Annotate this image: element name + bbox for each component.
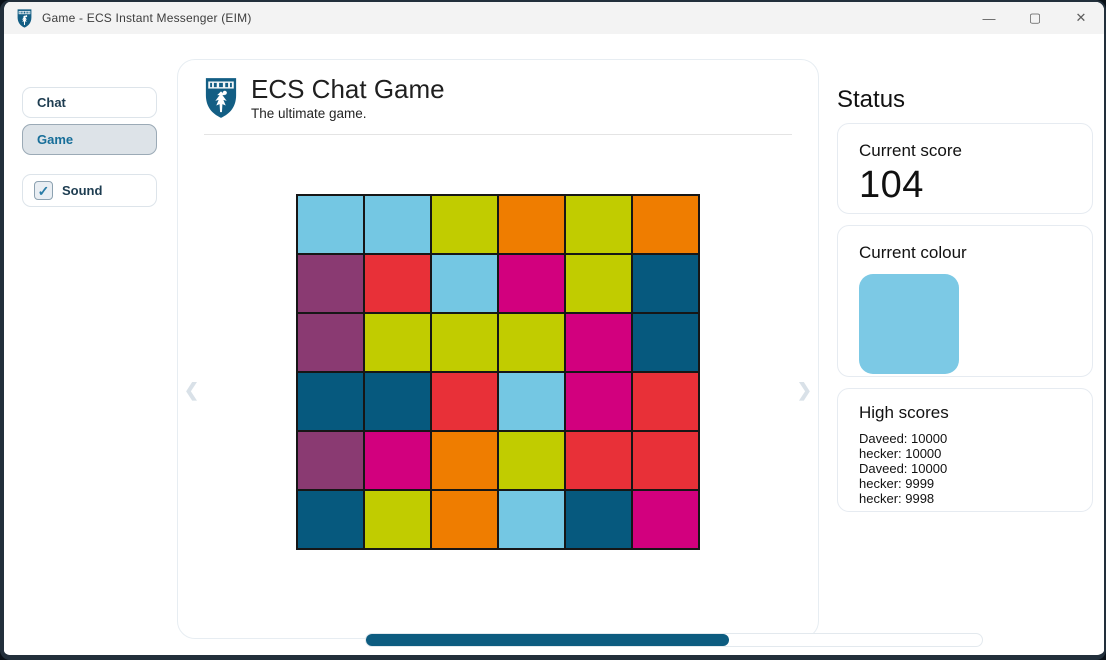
grid-tile-orange[interactable] — [432, 491, 497, 548]
game-panel: ECS Chat Game The ultimate game. ❮ ❯ — [177, 59, 983, 647]
header-divider — [204, 133, 792, 135]
grid-tile-lime[interactable] — [499, 314, 564, 371]
current-score-value: 104 — [859, 164, 924, 206]
grid-tile-magenta[interactable] — [633, 491, 698, 548]
window-title: Game - ECS Instant Messenger (EIM) — [42, 11, 252, 25]
chevron-left-icon[interactable]: ❮ — [184, 380, 200, 400]
grid-tile-teal[interactable] — [633, 255, 698, 312]
grid-tile-lime[interactable] — [365, 314, 430, 371]
high-score-entry: hecker: 9998 — [859, 491, 935, 506]
grid-tile-sky[interactable] — [365, 196, 430, 253]
sound-label: Sound — [62, 183, 103, 198]
grid-tile-red[interactable] — [633, 432, 698, 489]
game-subtitle: The ultimate game. — [251, 105, 367, 121]
grid-tile-teal[interactable] — [365, 373, 430, 430]
high-scores-label: High scores — [859, 403, 949, 422]
grid-tile-magenta[interactable] — [566, 373, 631, 430]
high-score-entry: Daveed: 10000 — [859, 461, 948, 476]
game-title: ECS Chat Game — [251, 74, 445, 104]
sidebar-tab-chat[interactable]: Chat — [22, 87, 157, 118]
grid-tile-orange[interactable] — [499, 196, 564, 253]
high-scores-card: High scores Daveed: 10000 hecker: 10000 Da… — [837, 388, 1093, 512]
grid-tile-red[interactable] — [633, 373, 698, 430]
sound-checkbox[interactable]: ✓ — [34, 181, 53, 200]
grid-tile-red[interactable] — [432, 373, 497, 430]
grid-tile-purple[interactable] — [298, 314, 363, 371]
current-colour-card: Current colour — [837, 225, 1093, 377]
minimize-button[interactable]: — — [982, 10, 996, 26]
game-board-area: ❮ ❯ — [178, 166, 818, 592]
chevron-right-icon[interactable]: ❯ — [796, 380, 812, 400]
game-grid — [296, 194, 700, 550]
grid-tile-teal[interactable] — [298, 491, 363, 548]
grid-tile-lime[interactable] — [566, 255, 631, 312]
sidebar-tab-game[interactable]: Game — [22, 124, 157, 155]
grid-tile-teal[interactable] — [566, 491, 631, 548]
status-heading: Status — [837, 86, 906, 113]
grid-tile-teal[interactable] — [298, 373, 363, 430]
grid-tile-sky[interactable] — [499, 491, 564, 548]
grid-tile-magenta[interactable] — [499, 255, 564, 312]
content-area: Chat Game ✓ Sound ECS Chat Game The ulti… — [4, 34, 1104, 655]
grid-tile-orange[interactable] — [432, 432, 497, 489]
grid-tile-red[interactable] — [365, 255, 430, 312]
ecs-shield-logo — [204, 77, 238, 119]
window-controls: — ▢ ✕ — [966, 2, 1104, 34]
current-score-card: Current score 104 — [837, 123, 1093, 214]
grid-tile-sky[interactable] — [298, 196, 363, 253]
progress-bar — [365, 633, 983, 647]
high-score-entry: hecker: 10000 — [859, 446, 942, 461]
grid-tile-purple[interactable] — [298, 255, 363, 312]
title-bar: Game - ECS Instant Messenger (EIM) — ▢ ✕ — [4, 2, 1104, 34]
game-panel-header: ECS Chat Game The ultimate game. — [178, 60, 818, 134]
sound-toggle[interactable]: ✓ Sound — [22, 174, 157, 207]
current-score-label: Current score — [859, 141, 962, 160]
grid-tile-lime[interactable] — [499, 432, 564, 489]
grid-tile-magenta[interactable] — [566, 314, 631, 371]
grid-tile-magenta[interactable] — [365, 432, 430, 489]
progress-fill — [366, 634, 730, 646]
app-shield-icon — [16, 9, 33, 28]
grid-tile-red[interactable] — [566, 432, 631, 489]
grid-tile-teal[interactable] — [633, 314, 698, 371]
grid-tile-orange[interactable] — [633, 196, 698, 253]
grid-tile-sky[interactable] — [499, 373, 564, 430]
maximize-button[interactable]: ▢ — [1028, 10, 1042, 25]
high-scores-list: Daveed: 10000 hecker: 10000 Daveed: 10000 h… — [859, 431, 1071, 506]
close-button[interactable]: ✕ — [1075, 10, 1087, 25]
grid-tile-lime[interactable] — [432, 196, 497, 253]
current-colour-label: Current colour — [859, 243, 967, 262]
current-colour-swatch — [859, 274, 959, 374]
grid-tile-sky[interactable] — [432, 255, 497, 312]
grid-tile-lime[interactable] — [566, 196, 631, 253]
high-score-entry: hecker: 9999 — [859, 476, 935, 491]
grid-tile-purple[interactable] — [298, 432, 363, 489]
grid-tile-lime[interactable] — [432, 314, 497, 371]
grid-tile-lime[interactable] — [365, 491, 430, 548]
high-score-entry: Daveed: 10000 — [859, 431, 948, 446]
